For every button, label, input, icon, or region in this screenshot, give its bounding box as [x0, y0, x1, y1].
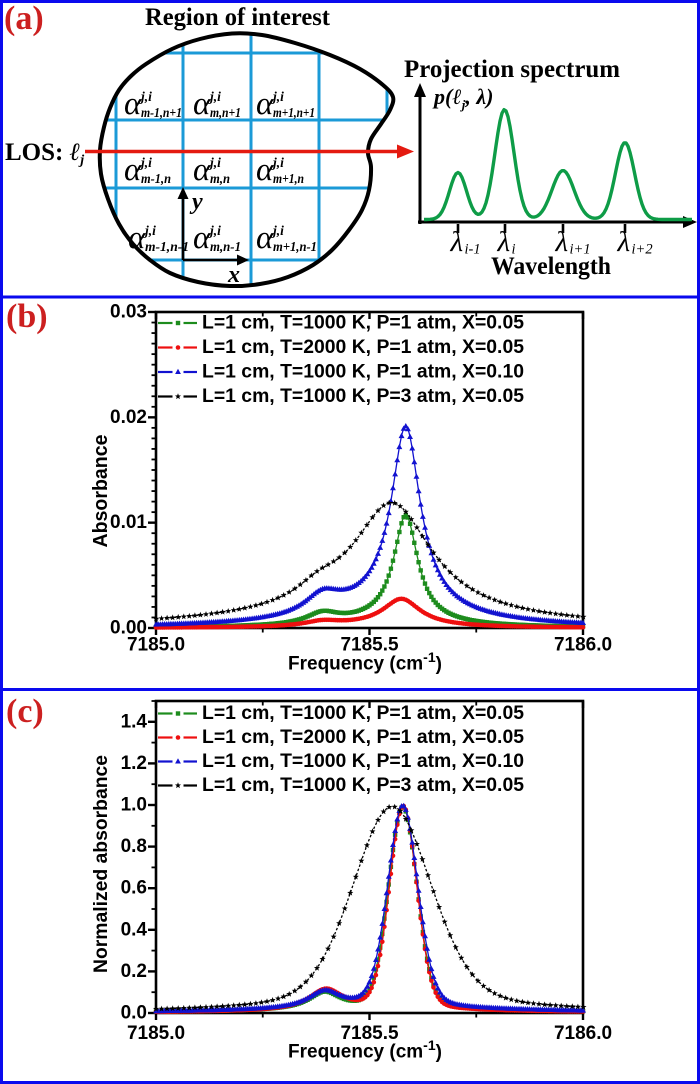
svg-text:Projection spectrum: Projection spectrum	[404, 56, 620, 83]
svg-text:L=1 cm, T=2000 K, P=1 atm, X=0: L=1 cm, T=2000 K, P=1 atm, X=0.05	[202, 337, 524, 358]
svg-text:λ: λ	[497, 226, 511, 258]
svg-text:j,i: j,i	[208, 223, 221, 238]
svg-text:α: α	[124, 152, 142, 188]
svg-text:0.8: 0.8	[121, 836, 147, 857]
svg-text:(c): (c)	[6, 693, 44, 730]
svg-text:α: α	[256, 220, 274, 256]
svg-text:α: α	[193, 152, 211, 188]
svg-text:Frequency (cm-1): Frequency (cm-1)	[288, 649, 442, 675]
svg-text:Frequency (cm-1): Frequency (cm-1)	[288, 1037, 442, 1063]
svg-text:α: α	[256, 152, 274, 188]
svg-text:i+1: i+1	[570, 242, 591, 258]
svg-text:j,i: j,i	[271, 155, 284, 170]
svg-text:L=1 cm, T=1000 K, P=3 atm, X=0: L=1 cm, T=1000 K, P=3 atm, X=0.05	[202, 386, 524, 407]
svg-text:(b): (b)	[6, 298, 48, 335]
svg-text:λ: λ	[617, 226, 631, 258]
svg-text:Wavelength: Wavelength	[491, 253, 611, 280]
svg-text:Normalized absorbance: Normalized absorbance	[90, 755, 112, 973]
svg-text:α: α	[193, 220, 211, 256]
svg-text:7185.5: 7185.5	[340, 635, 399, 656]
svg-text:0.0: 0.0	[121, 1003, 147, 1024]
svg-text:m-1,n: m-1,n	[141, 171, 171, 186]
svg-text:m-1,n-1: m-1,n-1	[145, 239, 189, 254]
svg-text:j,i: j,i	[208, 155, 221, 170]
svg-text:L=1 cm, T=1000 K, P=1 atm, X=0: L=1 cm, T=1000 K, P=1 atm, X=0.05	[202, 313, 524, 334]
svg-text:7185.5: 7185.5	[340, 1023, 399, 1044]
svg-text:0.2: 0.2	[121, 961, 147, 982]
svg-text:i+2: i+2	[632, 242, 653, 258]
svg-text:i: i	[512, 242, 516, 258]
svg-text:m+1,n-1: m+1,n-1	[273, 239, 317, 254]
svg-text:m+1,n: m+1,n	[273, 171, 304, 186]
svg-text:α: α	[124, 86, 142, 122]
svg-text:m,n: m,n	[210, 171, 230, 186]
svg-text:j,i: j,i	[139, 89, 152, 104]
svg-text:LOS: ℓj: LOS: ℓj	[5, 139, 84, 168]
svg-text:0.01: 0.01	[110, 512, 147, 533]
svg-text:0.00: 0.00	[110, 618, 147, 639]
svg-text:Region of interest: Region of interest	[145, 4, 331, 31]
svg-text:1.0: 1.0	[121, 795, 147, 816]
svg-text:L=1 cm, T=1000 K, P=1 atm, X=0: L=1 cm, T=1000 K, P=1 atm, X=0.05	[202, 703, 524, 724]
svg-text:m-1,n+1: m-1,n+1	[141, 105, 182, 120]
svg-text:j,i: j,i	[271, 89, 284, 104]
svg-text:7186.0: 7186.0	[554, 635, 612, 656]
svg-text:0.6: 0.6	[121, 878, 147, 899]
svg-text:α: α	[128, 220, 146, 256]
svg-text:(a): (a)	[4, 0, 44, 37]
svg-text:L=1 cm, T=2000 K, P=1 atm, X=0: L=1 cm, T=2000 K, P=1 atm, X=0.05	[202, 727, 524, 748]
svg-text:0.4: 0.4	[121, 919, 148, 940]
svg-text:0.02: 0.02	[110, 407, 147, 428]
svg-text:m,n-1: m,n-1	[210, 239, 241, 254]
svg-text:L=1 cm, T=1000 K, P=1 atm, X=0: L=1 cm, T=1000 K, P=1 atm, X=0.10	[202, 751, 524, 772]
svg-text:7185.0: 7185.0	[127, 635, 185, 656]
svg-text:Absorbance: Absorbance	[90, 435, 112, 548]
svg-text:α: α	[256, 86, 274, 122]
svg-text:L=1 cm, T=1000 K, P=3 atm, X=0: L=1 cm, T=1000 K, P=3 atm, X=0.05	[202, 775, 524, 796]
svg-text:L=1 cm, T=1000 K, P=1 atm, X=0: L=1 cm, T=1000 K, P=1 atm, X=0.10	[202, 362, 524, 383]
svg-text:y: y	[189, 189, 203, 215]
svg-text:m,n+1: m,n+1	[210, 105, 241, 120]
svg-text:1.4: 1.4	[121, 711, 148, 732]
svg-text:7186.0: 7186.0	[554, 1023, 612, 1044]
svg-text:λ: λ	[555, 226, 569, 258]
svg-text:0.03: 0.03	[110, 302, 147, 323]
svg-text:1.2: 1.2	[121, 753, 147, 774]
svg-text:m+1,n+1: m+1,n+1	[273, 105, 315, 120]
svg-text:i-1: i-1	[465, 242, 481, 258]
svg-text:j,i: j,i	[139, 155, 152, 170]
svg-text:7185.0: 7185.0	[127, 1023, 185, 1044]
svg-text:x: x	[227, 262, 240, 288]
svg-text:j,i: j,i	[208, 89, 221, 104]
svg-text:j,i: j,i	[143, 223, 156, 238]
svg-text:λ: λ	[450, 226, 464, 258]
svg-text:j,i: j,i	[271, 223, 284, 238]
svg-text:α: α	[193, 86, 211, 122]
